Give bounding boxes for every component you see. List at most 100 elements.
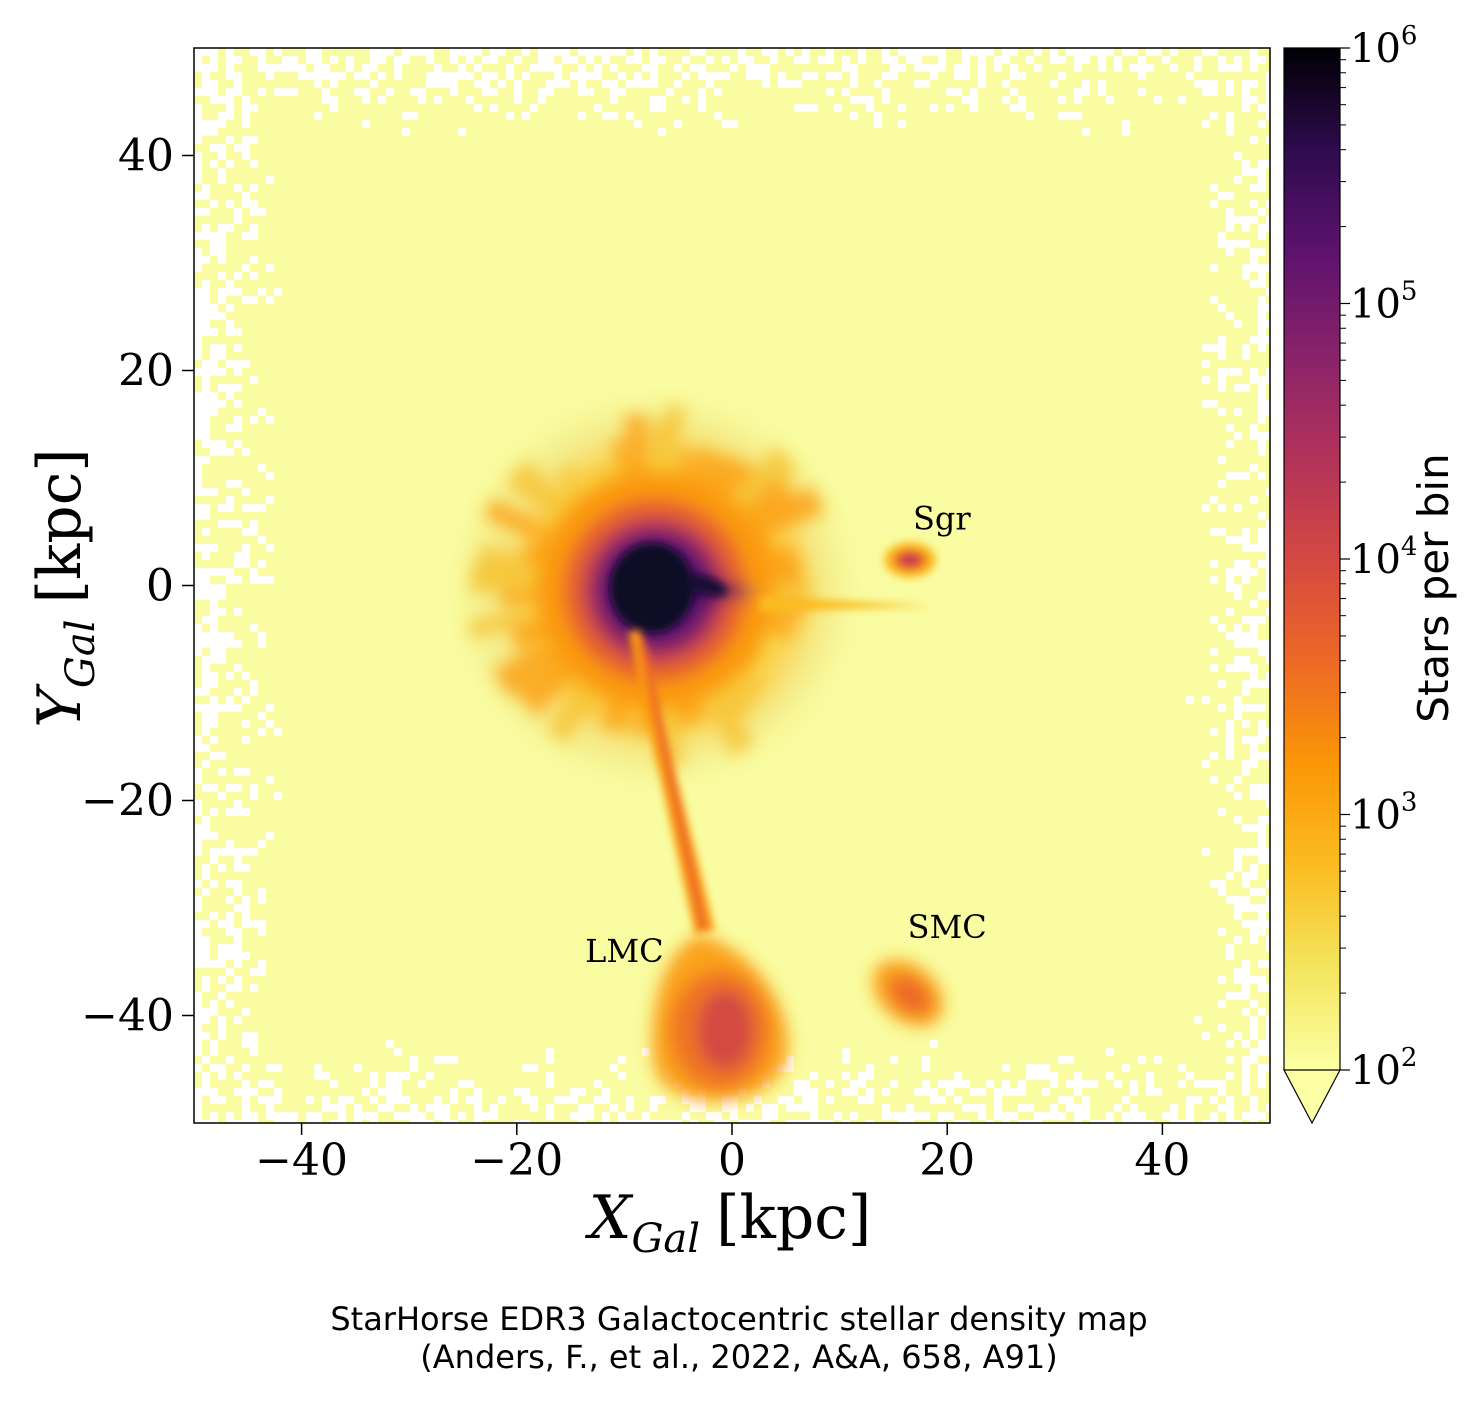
empty-bin (1042, 1064, 1050, 1072)
empty-bin (1178, 1064, 1186, 1072)
empty-bin (1210, 184, 1218, 192)
empty-bin (1218, 504, 1226, 512)
empty-bin (882, 88, 890, 96)
empty-bin (1018, 72, 1026, 80)
empty-bin (234, 928, 242, 936)
empty-bin (674, 120, 682, 128)
empty-bin (546, 1072, 554, 1080)
empty-bin (546, 48, 554, 56)
empty-bin (1242, 1008, 1250, 1016)
empty-bin (378, 48, 386, 56)
empty-bin (914, 56, 922, 64)
empty-bin (378, 72, 386, 80)
empty-bin (218, 168, 226, 176)
empty-bin (1258, 384, 1266, 392)
empty-bin (354, 1104, 362, 1112)
empty-bin (1258, 56, 1266, 64)
empty-bin (194, 1000, 202, 1008)
empty-bin (954, 1072, 962, 1080)
empty-bin (994, 1112, 1002, 1120)
empty-bin (1258, 1072, 1266, 1080)
empty-bin (322, 96, 330, 104)
empty-bin (1074, 48, 1082, 56)
empty-bin (210, 1064, 218, 1072)
empty-bin (826, 1096, 834, 1104)
empty-bin (1130, 1088, 1138, 1096)
empty-bin (546, 1056, 554, 1064)
empty-bin (202, 488, 210, 496)
empty-bin (1250, 248, 1258, 256)
empty-bin (514, 96, 522, 104)
empty-bin (1210, 400, 1218, 408)
empty-bin (1218, 1104, 1226, 1112)
empty-bin (210, 1096, 218, 1104)
empty-bin (1002, 1120, 1010, 1123)
galactic-bulge (610, 543, 727, 633)
colorbar-title: Stars per bin (1409, 453, 1458, 722)
empty-bin (1226, 664, 1234, 672)
empty-bin (1250, 184, 1258, 192)
empty-bin (250, 232, 258, 240)
empty-bin (1258, 536, 1266, 544)
empty-bin (306, 1096, 314, 1104)
empty-bin (426, 80, 434, 88)
empty-bin (1138, 1112, 1146, 1120)
empty-bin (1226, 208, 1234, 216)
empty-bin (954, 72, 962, 80)
empty-bin (1210, 560, 1218, 568)
empty-bin (610, 1104, 618, 1112)
empty-bin (218, 144, 226, 152)
empty-bin (1250, 680, 1258, 688)
empty-bin (1250, 496, 1258, 504)
empty-bin (1242, 544, 1250, 552)
empty-bin (242, 264, 250, 272)
empty-bin (210, 544, 218, 552)
empty-bin (1242, 80, 1250, 88)
empty-bin (202, 408, 210, 416)
empty-bin (1258, 512, 1266, 520)
empty-bin (1258, 960, 1266, 968)
empty-bin (194, 304, 202, 312)
empty-bin (194, 592, 202, 600)
empty-bin (1226, 1056, 1234, 1064)
empty-bin (786, 1104, 794, 1112)
empty-bin (234, 880, 242, 888)
empty-bin (714, 112, 722, 120)
empty-bin (1114, 1104, 1122, 1112)
empty-bin (1250, 424, 1258, 432)
empty-bin (1074, 1088, 1082, 1096)
empty-bin (986, 48, 994, 56)
empty-bin (1258, 208, 1266, 216)
empty-bin (522, 72, 530, 80)
empty-bin (906, 1112, 914, 1120)
empty-bin (602, 80, 610, 88)
empty-bin (1266, 784, 1270, 792)
empty-bin (1218, 528, 1226, 536)
empty-bin (1050, 1072, 1058, 1080)
empty-bin (586, 88, 594, 96)
empty-bin (682, 1096, 690, 1104)
empty-bin (402, 128, 410, 136)
empty-bin (410, 1064, 418, 1072)
empty-bin (242, 864, 250, 872)
empty-bin (242, 1096, 250, 1104)
empty-bin (578, 112, 586, 120)
empty-bin (234, 944, 242, 952)
empty-bin (1218, 808, 1226, 816)
empty-bin (226, 896, 234, 904)
empty-bin (202, 1080, 210, 1088)
empty-bin (322, 1072, 330, 1080)
empty-bin (202, 832, 210, 840)
empty-bin (194, 152, 202, 160)
empty-bin (258, 960, 266, 968)
empty-bin (1242, 720, 1250, 728)
empty-bin (1242, 848, 1250, 856)
empty-bin (490, 1112, 498, 1120)
empty-bin (570, 56, 578, 64)
empty-bin (234, 936, 242, 944)
empty-bin (218, 608, 226, 616)
empty-bin (546, 80, 554, 88)
empty-bin (1234, 504, 1242, 512)
y-tick-label: 20 (118, 346, 174, 397)
